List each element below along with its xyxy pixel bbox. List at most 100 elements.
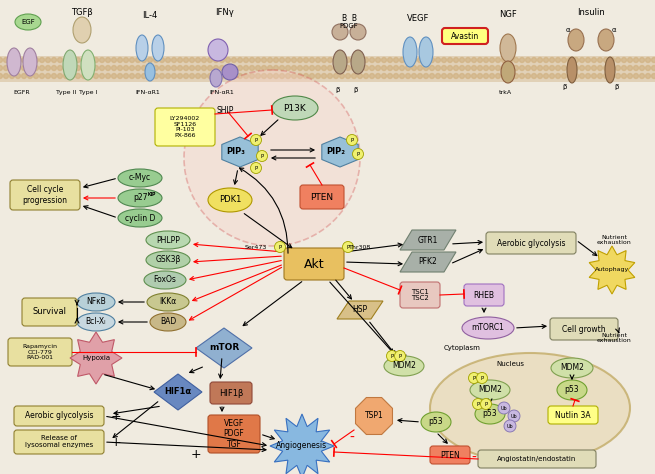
Circle shape <box>519 65 525 71</box>
Polygon shape <box>196 328 252 368</box>
Circle shape <box>633 73 639 79</box>
Text: Cytoplasm: Cytoplasm <box>443 345 480 351</box>
Circle shape <box>447 65 453 71</box>
Circle shape <box>555 57 561 63</box>
Circle shape <box>616 73 620 79</box>
Circle shape <box>627 57 633 63</box>
Circle shape <box>111 73 117 79</box>
Polygon shape <box>400 230 456 250</box>
Text: SHIP: SHIP <box>216 106 234 115</box>
Circle shape <box>345 57 350 63</box>
Circle shape <box>358 73 362 79</box>
Text: HSP: HSP <box>352 306 367 315</box>
Text: p53: p53 <box>428 418 443 427</box>
Text: P: P <box>254 137 257 143</box>
Circle shape <box>286 73 291 79</box>
Circle shape <box>130 73 134 79</box>
Circle shape <box>117 57 122 63</box>
Circle shape <box>274 73 278 79</box>
Circle shape <box>255 73 261 79</box>
Circle shape <box>460 65 464 71</box>
Circle shape <box>52 73 56 79</box>
Circle shape <box>400 57 405 63</box>
Circle shape <box>303 65 309 71</box>
Circle shape <box>633 57 639 63</box>
Text: Type II: Type II <box>56 90 76 94</box>
Text: PDGF: PDGF <box>340 23 358 29</box>
Circle shape <box>28 65 33 71</box>
Circle shape <box>639 65 645 71</box>
Circle shape <box>364 57 369 63</box>
Circle shape <box>202 73 206 79</box>
Circle shape <box>508 73 512 79</box>
Polygon shape <box>356 398 392 435</box>
Circle shape <box>303 57 309 63</box>
Circle shape <box>603 65 608 71</box>
Circle shape <box>417 65 422 71</box>
Polygon shape <box>70 332 122 384</box>
Ellipse shape <box>81 50 95 80</box>
Ellipse shape <box>384 356 424 376</box>
Circle shape <box>394 65 398 71</box>
Circle shape <box>244 57 248 63</box>
Text: Nutrient
exhaustion: Nutrient exhaustion <box>597 235 631 246</box>
Circle shape <box>610 73 614 79</box>
Circle shape <box>531 73 536 79</box>
Circle shape <box>124 57 128 63</box>
Text: TSP1: TSP1 <box>365 411 383 420</box>
Circle shape <box>489 73 495 79</box>
Circle shape <box>214 73 219 79</box>
Circle shape <box>100 65 105 71</box>
Circle shape <box>388 73 392 79</box>
Circle shape <box>178 57 183 63</box>
FancyBboxPatch shape <box>8 338 72 366</box>
Ellipse shape <box>551 358 593 378</box>
Circle shape <box>291 65 297 71</box>
Circle shape <box>189 65 195 71</box>
Circle shape <box>622 57 626 63</box>
Circle shape <box>328 65 333 71</box>
Text: PHLPP: PHLPP <box>156 236 180 245</box>
Circle shape <box>280 73 284 79</box>
Polygon shape <box>222 137 258 167</box>
Text: β: β <box>563 84 567 90</box>
Circle shape <box>466 65 470 71</box>
Circle shape <box>453 65 458 71</box>
Ellipse shape <box>136 35 148 61</box>
Circle shape <box>508 57 512 63</box>
Circle shape <box>616 65 620 71</box>
Ellipse shape <box>118 189 162 207</box>
Circle shape <box>574 73 578 79</box>
Circle shape <box>622 73 626 79</box>
Text: α: α <box>612 27 616 33</box>
Circle shape <box>645 57 650 63</box>
Circle shape <box>580 57 584 63</box>
Ellipse shape <box>63 50 77 80</box>
Circle shape <box>495 65 500 71</box>
Circle shape <box>130 65 134 71</box>
Circle shape <box>219 73 225 79</box>
Circle shape <box>202 65 206 71</box>
Circle shape <box>567 57 572 63</box>
Circle shape <box>436 73 441 79</box>
Circle shape <box>405 73 411 79</box>
Text: Survival: Survival <box>33 308 67 317</box>
Circle shape <box>460 57 464 63</box>
Circle shape <box>10 57 14 63</box>
Circle shape <box>310 57 314 63</box>
Circle shape <box>538 73 542 79</box>
Circle shape <box>645 65 650 71</box>
Ellipse shape <box>475 404 505 424</box>
Text: PTEN: PTEN <box>440 450 460 459</box>
Circle shape <box>544 57 548 63</box>
Circle shape <box>502 65 506 71</box>
Circle shape <box>94 65 98 71</box>
Circle shape <box>591 73 597 79</box>
Text: c-Myc: c-Myc <box>129 173 151 182</box>
Text: MDM2: MDM2 <box>478 385 502 394</box>
Circle shape <box>430 73 434 79</box>
Text: p27: p27 <box>133 193 147 202</box>
Circle shape <box>352 73 356 79</box>
Text: Angiogenesis: Angiogenesis <box>276 441 328 450</box>
Text: P: P <box>480 375 483 381</box>
